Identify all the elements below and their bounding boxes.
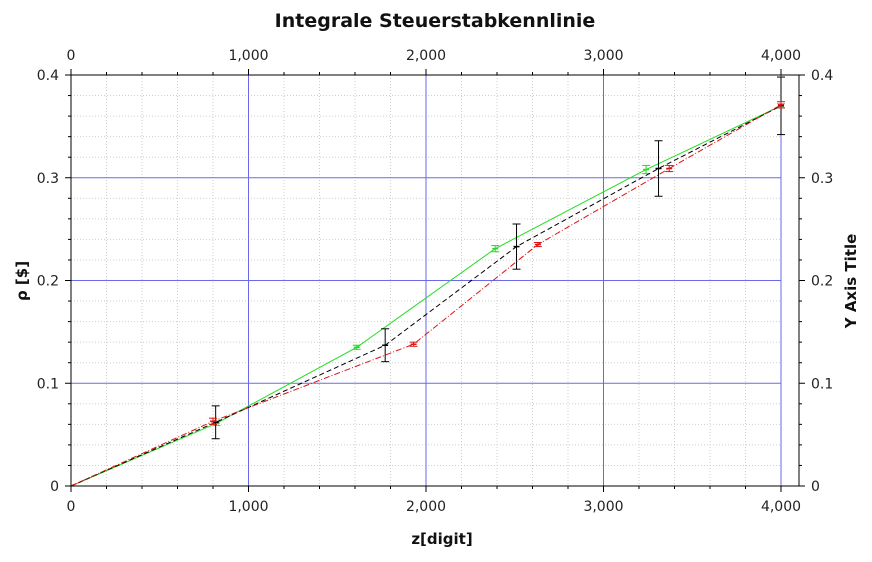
y-axis-title: ρ [$]: [13, 261, 31, 301]
y-tick-label: 0.2: [37, 274, 59, 290]
x-tick-label: 3,000: [583, 499, 623, 515]
x2-tick-label: 0: [67, 48, 76, 64]
series-line-2: [70, 105, 782, 487]
x-tick-label: 1,000: [228, 499, 268, 515]
x2-tick-label: 3,000: [583, 48, 623, 64]
y2-tick-label: 0.3: [811, 171, 833, 187]
y2-tick-label: 0.2: [811, 274, 833, 290]
y-tick-label: 0.3: [37, 171, 59, 187]
x-tick-label: 0: [67, 499, 76, 515]
x-axis-title: z[digit]: [411, 530, 472, 548]
grid: [71, 74, 782, 486]
y2-tick-label: 0.4: [811, 68, 833, 84]
y-tick-label: 0.4: [37, 68, 59, 84]
y2-tick-label: 0.1: [811, 376, 833, 392]
x-tick-label: 2,000: [406, 499, 446, 515]
y-tick-label: 0: [50, 479, 59, 495]
chart-title: Integrale Steuerstabkennlinie: [275, 10, 596, 32]
x-tick-label: 4,000: [761, 499, 801, 515]
x2-tick-label: 1,000: [228, 48, 268, 64]
x2-tick-label: 4,000: [761, 48, 801, 64]
series-line-1: [70, 105, 782, 487]
y2-tick-label: 0: [811, 479, 820, 495]
series-group: [70, 76, 785, 487]
y2-axis-title: Y Axis Title: [842, 234, 860, 330]
axes: 001,0001,0002,0002,0003,0003,0004,0004,0…: [37, 48, 834, 515]
x2-tick-label: 2,000: [406, 48, 446, 64]
y-tick-label: 0.1: [37, 376, 59, 392]
